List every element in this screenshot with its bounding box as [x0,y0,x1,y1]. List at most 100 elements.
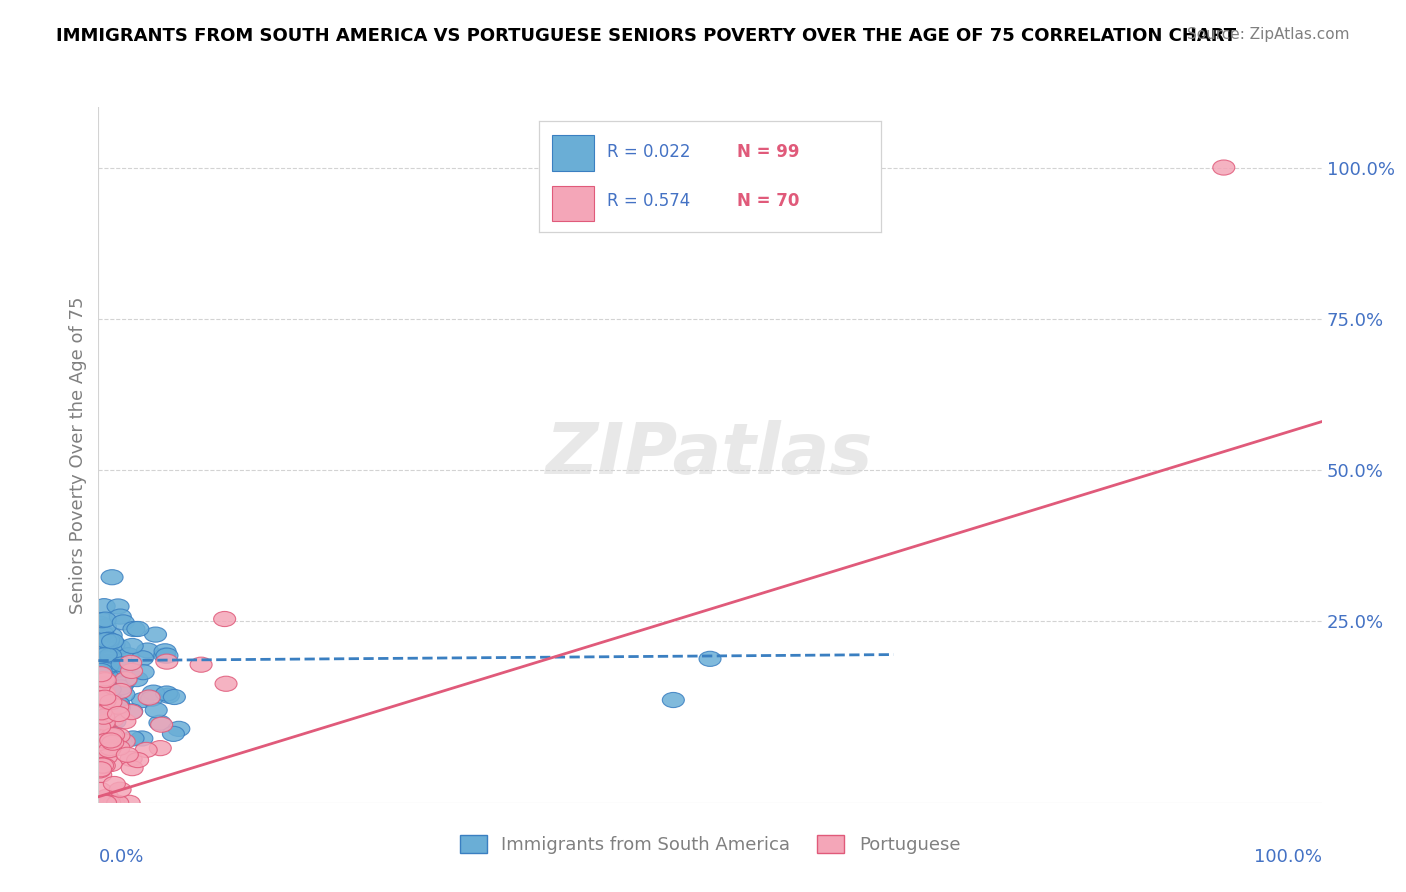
Ellipse shape [122,622,145,637]
Ellipse shape [108,740,129,756]
Ellipse shape [114,660,136,675]
Ellipse shape [96,674,118,690]
Text: IMMIGRANTS FROM SOUTH AMERICA VS PORTUGUESE SENIORS POVERTY OVER THE AGE OF 75 C: IMMIGRANTS FROM SOUTH AMERICA VS PORTUGU… [56,27,1236,45]
Ellipse shape [122,731,143,746]
Ellipse shape [96,640,118,656]
Ellipse shape [190,657,212,673]
Ellipse shape [96,659,118,674]
Ellipse shape [120,751,142,766]
Ellipse shape [107,706,129,722]
Ellipse shape [97,789,118,805]
Ellipse shape [89,714,111,729]
Ellipse shape [94,673,117,688]
Ellipse shape [93,758,115,773]
Ellipse shape [97,675,120,690]
Ellipse shape [127,622,149,637]
Ellipse shape [89,740,111,756]
Ellipse shape [110,609,131,624]
Ellipse shape [98,727,120,742]
Ellipse shape [101,728,122,743]
Ellipse shape [108,700,131,715]
Ellipse shape [120,656,142,671]
Ellipse shape [91,613,112,628]
Ellipse shape [100,719,122,734]
Ellipse shape [157,688,180,703]
Ellipse shape [94,632,117,648]
Ellipse shape [103,728,125,743]
Ellipse shape [100,740,121,756]
Ellipse shape [90,705,112,720]
Ellipse shape [89,690,111,706]
Ellipse shape [89,756,111,770]
Ellipse shape [100,695,122,710]
Ellipse shape [115,672,136,687]
Ellipse shape [149,740,172,756]
Text: ZIPatlas: ZIPatlas [547,420,873,490]
Ellipse shape [107,796,129,810]
Ellipse shape [98,695,120,710]
Legend: Immigrants from South America, Portuguese: Immigrants from South America, Portugues… [451,826,969,863]
Ellipse shape [93,690,115,706]
Ellipse shape [108,640,131,655]
Ellipse shape [91,758,114,773]
Ellipse shape [131,731,153,746]
Ellipse shape [111,676,132,691]
Ellipse shape [98,796,121,810]
Ellipse shape [97,657,120,673]
Ellipse shape [89,687,111,702]
Ellipse shape [112,677,134,692]
Ellipse shape [100,737,121,752]
Ellipse shape [100,718,122,733]
Ellipse shape [156,648,179,663]
Ellipse shape [110,680,132,695]
Ellipse shape [107,699,129,714]
Ellipse shape [103,658,124,673]
Ellipse shape [101,667,124,682]
Ellipse shape [96,749,118,764]
Ellipse shape [97,634,120,649]
Ellipse shape [94,619,117,634]
Ellipse shape [98,689,121,704]
Ellipse shape [114,734,135,749]
Ellipse shape [114,714,136,729]
Ellipse shape [132,692,153,707]
Ellipse shape [93,709,115,724]
Ellipse shape [163,690,186,705]
Ellipse shape [145,703,167,718]
Ellipse shape [135,742,157,757]
Ellipse shape [93,686,115,701]
Ellipse shape [117,747,138,763]
Text: 0.0%: 0.0% [98,848,143,866]
Ellipse shape [100,756,122,772]
Ellipse shape [91,678,114,693]
Ellipse shape [89,735,111,750]
Ellipse shape [101,661,124,676]
Ellipse shape [93,714,115,730]
Ellipse shape [112,687,135,702]
Ellipse shape [214,611,236,626]
Ellipse shape [100,651,121,665]
Ellipse shape [104,776,125,791]
Ellipse shape [93,796,115,810]
Ellipse shape [117,648,139,663]
Ellipse shape [96,648,117,663]
Ellipse shape [107,599,129,614]
Ellipse shape [110,782,131,797]
Ellipse shape [94,612,117,627]
Ellipse shape [138,690,160,706]
Ellipse shape [145,627,166,642]
Ellipse shape [121,664,142,679]
Ellipse shape [156,686,177,701]
Ellipse shape [131,650,153,665]
Ellipse shape [89,782,111,797]
Ellipse shape [103,796,125,810]
Ellipse shape [142,685,165,700]
Ellipse shape [91,626,114,641]
Ellipse shape [156,654,177,669]
Ellipse shape [94,712,115,727]
Ellipse shape [121,761,143,776]
Ellipse shape [162,726,184,741]
Ellipse shape [90,655,112,670]
Ellipse shape [100,628,122,643]
Ellipse shape [89,742,111,757]
